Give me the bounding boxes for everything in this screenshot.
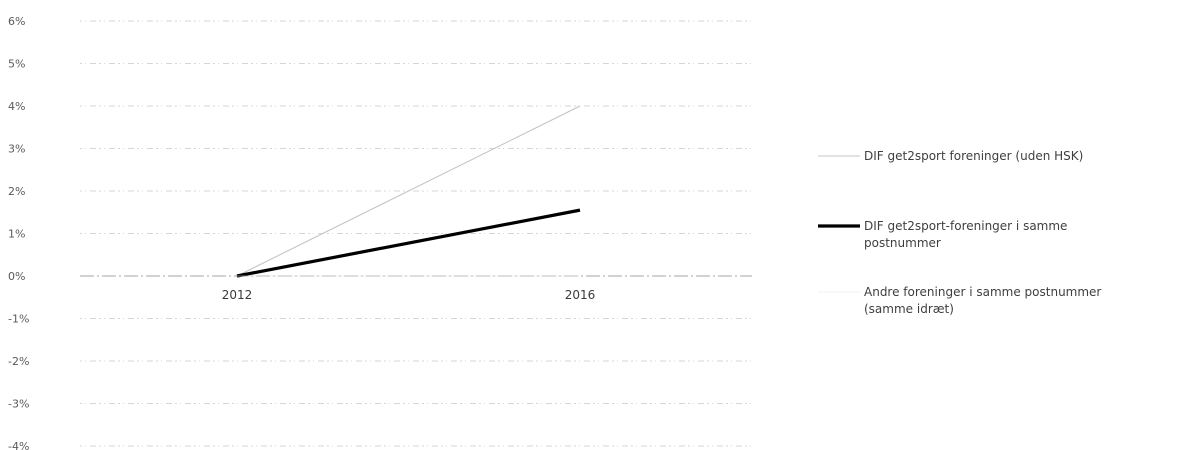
legend-label-1: DIF get2sport foreninger (uden HSK) — [864, 149, 1083, 163]
x-category-label: 2012 — [222, 288, 253, 302]
y-tick-label: -3% — [8, 398, 29, 411]
y-tick-label: -4% — [8, 440, 29, 450]
x-category-label: 2016 — [565, 288, 596, 302]
series-line-2 — [236, 208, 581, 278]
y-tick-label: 6% — [8, 15, 25, 28]
y-tick-label: -2% — [8, 355, 29, 368]
legend-label-2: DIF get2sport-foreninger i samme — [864, 219, 1067, 233]
series-line-1 — [236, 105, 581, 277]
y-tick-label: 0% — [8, 270, 25, 283]
legend-label-2: postnummer — [864, 236, 941, 250]
y-tick-label: 2% — [8, 185, 25, 198]
y-tick-label: 4% — [8, 100, 25, 113]
y-tick-label: 3% — [8, 143, 25, 156]
y-tick-label: 1% — [8, 228, 25, 241]
y-tick-label: -1% — [8, 313, 29, 326]
legend-label-3: (samme idræt) — [864, 302, 954, 316]
legend-label-3: Andre foreninger i samme postnummer — [864, 285, 1101, 299]
y-tick-label: 5% — [8, 58, 25, 71]
